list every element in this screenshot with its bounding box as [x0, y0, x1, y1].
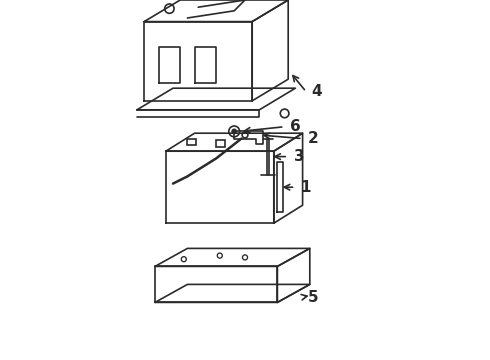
Text: 3: 3: [294, 149, 304, 164]
Text: 1: 1: [301, 180, 311, 195]
Text: 4: 4: [312, 84, 322, 99]
Text: 2: 2: [308, 131, 319, 146]
Text: 6: 6: [290, 119, 301, 134]
Text: 5: 5: [308, 289, 318, 305]
Circle shape: [232, 129, 237, 134]
